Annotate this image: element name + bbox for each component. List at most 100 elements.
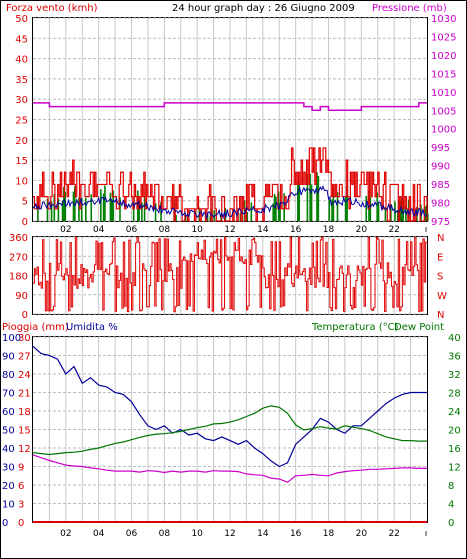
x-tick-label: 06 <box>126 529 138 539</box>
direction-compass-label: E <box>437 252 443 263</box>
humidity-tick-label: 80 <box>2 370 15 381</box>
pressure-tick-label: 1020 <box>431 51 456 62</box>
wind-green-bar <box>377 203 380 221</box>
wind-tick-label: 35 <box>15 75 28 86</box>
wind-green-bar <box>332 187 335 221</box>
wind-green-bar <box>317 175 320 221</box>
wind-green-bar <box>80 197 83 221</box>
humidity-tick-label: 40 <box>2 444 15 455</box>
wind-green-bar <box>272 203 275 221</box>
wind-green-bar <box>331 199 333 221</box>
temperature-tick-label: 28 <box>448 389 461 400</box>
pressure-tick-label: 1030 <box>431 14 456 25</box>
x-tick-label: 14 <box>257 225 269 235</box>
wind-green-bar <box>309 174 311 221</box>
wind-green-bar <box>119 197 121 221</box>
rain-tick-label: 24 <box>18 370 31 381</box>
x-tick-label: 16 <box>290 529 302 539</box>
temperature-tick-label: 36 <box>448 352 461 363</box>
temperature-tick-label: 24 <box>448 407 461 418</box>
x-tick-label: 20 <box>356 225 368 235</box>
temperature-tick-label: 0 <box>448 518 454 529</box>
wind-green-bar <box>110 200 113 221</box>
wind-green-bar <box>344 196 347 221</box>
wind-green-bar <box>365 195 368 221</box>
wind-green-bar <box>102 193 105 221</box>
temperature-tick-label: 4 <box>448 500 454 511</box>
rain-tick-label: 18 <box>18 407 31 418</box>
humidity-tick-label: 90 <box>2 352 15 363</box>
wind-green-bar <box>246 211 249 221</box>
x-tick-label: 02 <box>60 225 71 235</box>
wind-green-bar <box>310 184 313 221</box>
pressure-tick-label: 975 <box>431 217 450 228</box>
wind-green-bar <box>175 215 177 221</box>
wind-green-bar <box>90 194 93 221</box>
x-tick-label: 04 <box>93 225 105 235</box>
wind-gust-line <box>33 147 428 222</box>
wind-tick-label: 10 <box>15 176 28 187</box>
wind-tick-label: 45 <box>15 34 28 45</box>
wind-green-bar <box>57 198 60 221</box>
humidity-tick-label: 0 <box>2 518 8 529</box>
x-tick-label: 08 <box>159 529 171 539</box>
temperature-tick-label: 8 <box>448 481 454 492</box>
wind-green-bar <box>50 201 53 221</box>
x-tick-label: 12 <box>224 225 235 235</box>
temperature-tick-label: 32 <box>448 370 461 381</box>
direction-tick-label: 0 <box>22 310 28 321</box>
pressure-tick-label: 1025 <box>431 32 456 43</box>
pressure-tick-label: 980 <box>431 199 450 210</box>
x-tick-label: 14 <box>257 529 269 539</box>
humidity-tick-label: 20 <box>2 481 15 492</box>
humidity-line <box>32 345 427 468</box>
direction-compass-label: W <box>437 291 447 302</box>
wind-green-bar <box>250 202 253 221</box>
wind-green-bar <box>402 200 404 221</box>
wind-green-bar <box>154 203 157 221</box>
x-tick-label: 20 <box>356 529 368 539</box>
wind-speed-label: Forza vento (kmh) <box>6 3 98 14</box>
wind-green-bar <box>84 197 87 221</box>
chart-title: 24 hour graph day : 26 Giugno 2009 <box>172 3 355 14</box>
wind-green-bar <box>132 204 135 221</box>
wind-green-bar <box>369 197 372 221</box>
direction-tick-label: 180 <box>9 272 28 283</box>
rain-tick-label: 15 <box>18 426 31 437</box>
wind-green-bar <box>328 199 331 221</box>
x-tick-label: ı <box>425 529 428 539</box>
rain-tick-label: 21 <box>18 389 31 400</box>
rain-tick-label: 0 <box>18 518 24 529</box>
x-tick-label: 10 <box>191 529 203 539</box>
wind-tick-label: 30 <box>15 95 28 106</box>
x-tick-label: 06 <box>126 225 138 235</box>
wind-green-bar <box>61 200 64 221</box>
humidity-label: Umidita % <box>66 322 118 333</box>
x-tick-label: 16 <box>290 225 302 235</box>
wind-green-bar <box>74 186 76 221</box>
pressure-line <box>33 102 427 112</box>
rain-tick-label: 12 <box>18 444 31 455</box>
wind-green-bar <box>390 203 392 221</box>
temperature-tick-label: 12 <box>448 463 461 474</box>
wind-tick-label: 40 <box>15 55 28 66</box>
temperature-line <box>32 405 427 456</box>
temperature-label: Temperatura (°C) <box>311 322 399 333</box>
pressure-tick-label: 985 <box>431 180 450 191</box>
wind-green-bar <box>46 198 49 221</box>
pressure-tick-label: 1000 <box>431 125 456 136</box>
wind-green-bar <box>141 202 143 221</box>
wind-green-bar <box>298 183 301 221</box>
direction-tick-label: 90 <box>15 291 28 302</box>
wind-tick-label: 5 <box>22 197 28 208</box>
direction-tick-label: 360 <box>9 233 28 244</box>
wind-green-bar <box>376 192 378 221</box>
pressure-tick-label: 1015 <box>431 69 456 80</box>
wind-green-bar <box>346 185 348 221</box>
wind-green-bar <box>138 199 140 221</box>
direction-compass-label: S <box>437 272 443 283</box>
x-tick-label: 02 <box>60 529 71 539</box>
x-tick-label: 22 <box>388 529 399 539</box>
wind-green-bar <box>297 181 299 221</box>
